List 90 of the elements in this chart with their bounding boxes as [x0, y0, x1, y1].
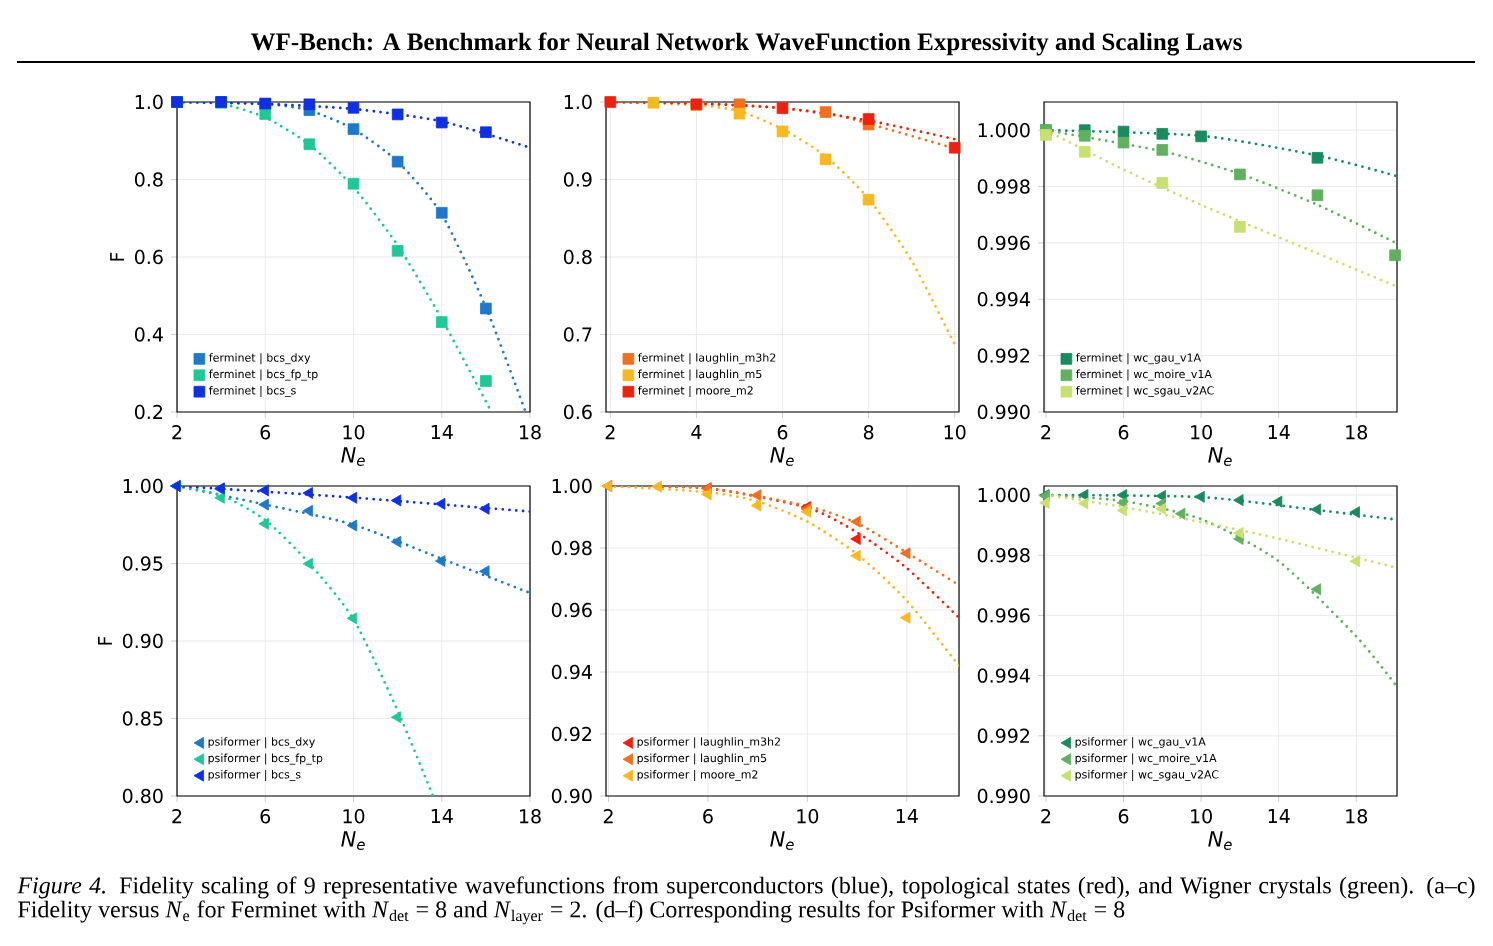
y-tick-label: 0.98	[551, 540, 592, 556]
legend-label: ferminet | wc_gau_v1A	[1076, 353, 1201, 365]
y-tick-label: 0.2	[134, 404, 163, 420]
legend-label: psiformer | bcs_fp_tp	[208, 753, 323, 765]
x-tick-label: 10	[343, 809, 365, 824]
x-tick-label: 10	[1191, 425, 1212, 440]
y-tick-label: 0.6	[563, 404, 592, 420]
x-tick-label: 18	[520, 809, 541, 824]
y-tick-label: 0.95	[122, 556, 163, 571]
y-axis-title: F	[98, 636, 112, 645]
y-axis-title: F	[110, 252, 124, 261]
x-tick-label: 2	[172, 809, 182, 824]
legend-label: ferminet | bcs_s	[209, 385, 296, 397]
x-axis-title: N$_{e}$	[770, 447, 794, 466]
x-tick-label: 8	[863, 425, 874, 440]
x-axis-title: N$_{e}$	[341, 831, 365, 850]
x-tick-label: 10	[944, 425, 966, 440]
x-tick-label: 6	[260, 809, 271, 824]
y-tick-label: 0.94	[551, 664, 592, 680]
x-tick-label: 6	[260, 425, 271, 440]
x-tick-label: 6	[1118, 809, 1129, 824]
x-tick-label: 10	[343, 425, 365, 440]
y-tick-label: 0.998	[977, 179, 1030, 194]
x-tick-label: 14	[896, 809, 918, 823]
x-tick-label: 10	[1191, 809, 1212, 824]
legend-label: ferminet | wc_moire_v1A	[1076, 369, 1212, 381]
y-tick-label: 0.996	[977, 608, 1030, 623]
x-axis-title: N$_{e}$	[1208, 831, 1232, 850]
legend-label: psiformer | bcs_dxy	[208, 737, 315, 749]
y-tick-label: 0.6	[134, 249, 163, 265]
x-axis-title: N$_{e}$	[1208, 447, 1232, 466]
y-tick-label: 0.92	[551, 726, 592, 742]
x-tick-label: 2	[1041, 809, 1051, 824]
x-tick-label: 14	[431, 425, 453, 439]
y-tick-label: 0.7	[563, 327, 592, 342]
x-tick-label: 4	[691, 425, 702, 439]
x-tick-label: 18	[520, 425, 541, 440]
legend-label: psiformer | wc_moire_v1A	[1075, 753, 1217, 765]
legend-label: ferminet | laughlin_m5	[638, 369, 762, 381]
x-tick-label: 14	[1268, 809, 1290, 823]
legend-label: ferminet | moore_m2	[638, 385, 753, 397]
y-tick-label: 0.994	[977, 292, 1030, 307]
legend-label: ferminet | bcs_fp_tp	[209, 369, 318, 381]
y-tick-label: 0.8	[563, 249, 592, 265]
x-tick-label: 2	[1041, 425, 1051, 440]
x-tick-label: 18	[1346, 809, 1368, 824]
y-tick-label: 1.0	[135, 94, 163, 110]
legend-label: ferminet | bcs_dxy	[209, 353, 311, 365]
y-tick-label: 0.80	[122, 788, 163, 804]
legend-label: psiformer | bcs_s	[208, 769, 301, 781]
x-tick-label: 10	[797, 809, 819, 824]
y-tick-label: 0.996	[977, 235, 1030, 251]
x-tick-label: 6	[1118, 425, 1129, 440]
y-tick-label: 0.85	[122, 711, 163, 726]
x-tick-label: 2	[172, 425, 182, 440]
y-tick-label: 0.8	[134, 172, 163, 187]
y-tick-label: 0.992	[977, 348, 1030, 363]
y-tick-label: 1.00	[552, 478, 592, 494]
x-tick-label: 2	[603, 809, 613, 824]
legend-label: ferminet | wc_sgau_v2AC	[1076, 385, 1214, 397]
x-tick-label: 14	[1268, 425, 1290, 439]
y-tick-label: 0.90	[551, 788, 592, 804]
y-tick-label: 0.992	[977, 728, 1030, 743]
legend-label: psiformer | wc_sgau_v2AC	[1075, 769, 1219, 781]
x-axis-title: N$_{e}$	[341, 447, 365, 466]
legend-label: psiformer | laughlin_m3h2	[637, 737, 780, 749]
y-tick-label: 0.90	[122, 633, 163, 649]
y-tick-label: 1.00	[123, 478, 163, 494]
x-tick-label: 2	[605, 425, 615, 440]
y-tick-label: 0.990	[977, 788, 1030, 804]
text: WF-Bench: A Benchmark for Neural Network WaveFunction Expressivity and Scaling Laws	[250, 32, 1242, 56]
legend-label: ferminet | laughlin_m3h2	[638, 353, 776, 365]
y-tick-label: 0.998	[977, 548, 1030, 563]
x-tick-label: 18	[1346, 425, 1368, 440]
y-tick-label: 0.994	[977, 668, 1030, 683]
x-axis-title: N$_{e}$	[770, 831, 794, 850]
y-tick-label: 0.990	[977, 404, 1030, 420]
y-tick-label: 0.96	[551, 602, 592, 618]
y-tick-label: 1.0	[564, 94, 592, 110]
legend-label: psiformer | wc_gau_v1A	[1075, 737, 1206, 749]
y-tick-label: 1.000	[978, 122, 1030, 138]
x-tick-label: 14	[431, 809, 453, 823]
legend-label: psiformer | laughlin_m5	[637, 753, 767, 765]
y-tick-label: 0.4	[134, 327, 163, 342]
y-tick-label: 0.9	[563, 172, 592, 187]
legend-label: psiformer | moore_m2	[637, 769, 758, 781]
y-tick-label: 1.000	[978, 487, 1030, 503]
text: Figure 4. Fidelity scaling of 9 representative wavefunctions from superconductors (blue), topological states (red), and Wigner crystals (green). (a–c) Fidelity versus N$_{e}$ for Ferminet with N$_{det}$ = 8 and N$_{layer}$ = 2. (d–f) Corresponding results for Psiformer with N$_{det}$ = 8	[17, 876, 1475, 925]
x-tick-label: 6	[777, 425, 788, 440]
x-tick-label: 6	[703, 809, 713, 824]
